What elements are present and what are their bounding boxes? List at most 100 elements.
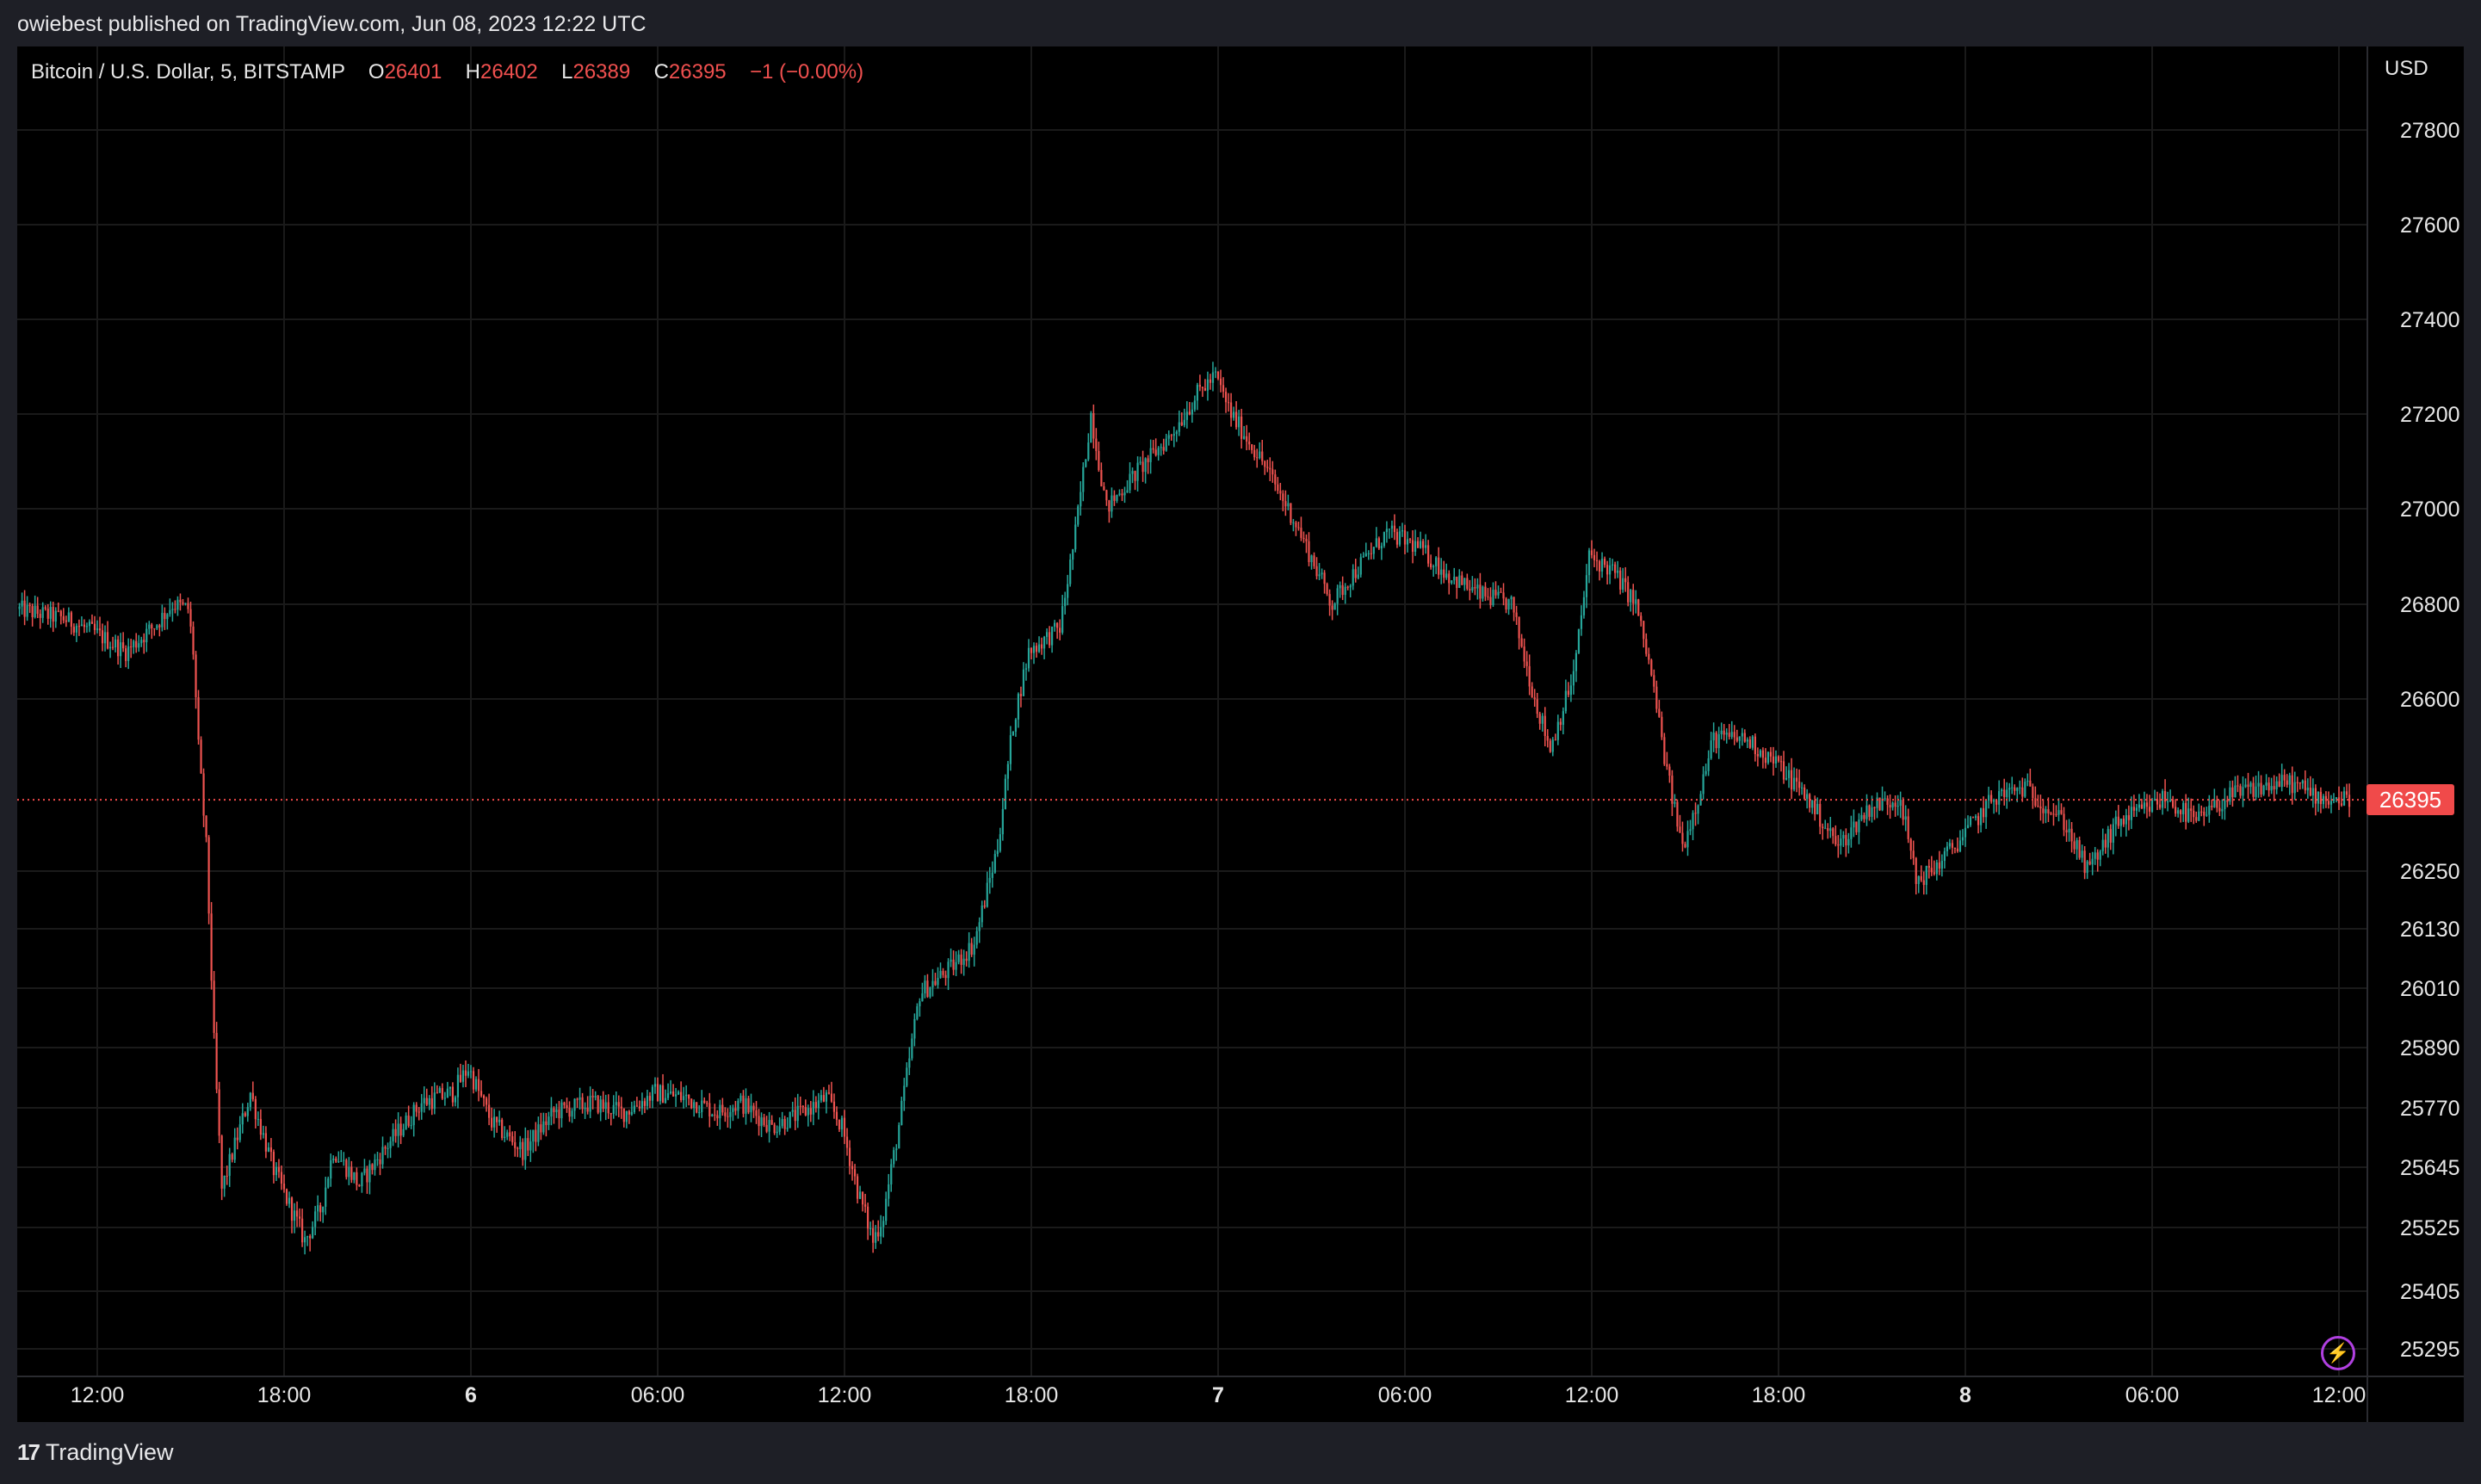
candle-body xyxy=(529,1141,532,1151)
time-tick-label: 8 xyxy=(1959,1383,1971,1407)
candle-body xyxy=(1684,844,1686,848)
candle-body xyxy=(1383,532,1385,547)
candle-body xyxy=(1671,776,1674,804)
candle-body xyxy=(412,1104,415,1126)
candle-body xyxy=(1240,416,1243,439)
candle-body xyxy=(1964,827,1967,838)
candle-body xyxy=(1515,612,1518,617)
candle-body xyxy=(1977,816,1980,825)
legend-open-label: O xyxy=(368,60,385,83)
candle-body xyxy=(2065,830,2068,833)
candle-body xyxy=(1798,782,1801,788)
price-tick-label: 26250 xyxy=(2400,860,2460,884)
candle-body xyxy=(504,1136,506,1138)
candle-body xyxy=(381,1147,384,1165)
candle-body xyxy=(1427,545,1430,564)
candle-body xyxy=(298,1216,301,1219)
candle-body xyxy=(2229,787,2231,802)
candle-body xyxy=(1092,412,1095,439)
candle-body xyxy=(1134,471,1136,481)
candle-body xyxy=(727,1116,729,1117)
candle-body xyxy=(1569,685,1572,696)
candle-body xyxy=(23,600,26,617)
candle-body xyxy=(2153,799,2156,801)
candle-body xyxy=(1878,797,1881,811)
candle-body xyxy=(384,1147,387,1149)
candle-body xyxy=(498,1119,501,1122)
candle-body xyxy=(1974,816,1977,819)
candle-body xyxy=(646,1096,649,1106)
currency-label[interactable]: USD xyxy=(2385,57,2428,80)
candle-body xyxy=(1909,838,1912,851)
candle-body xyxy=(371,1164,374,1171)
candle-body xyxy=(1489,597,1492,605)
price-tick-label: 27600 xyxy=(2400,213,2460,238)
candle-body xyxy=(737,1100,739,1111)
candle-body xyxy=(314,1211,317,1227)
candle-body xyxy=(1619,570,1622,590)
candle-body xyxy=(680,1091,683,1101)
candle-body xyxy=(233,1137,236,1160)
candle-body xyxy=(1318,574,1321,577)
candle-body xyxy=(1774,756,1778,764)
candle-body xyxy=(220,1135,223,1189)
candle-body xyxy=(1617,570,1619,573)
candle-body xyxy=(599,1099,602,1113)
candle-body xyxy=(1229,402,1233,418)
candle-body xyxy=(340,1160,343,1162)
candle-body xyxy=(589,1095,591,1112)
candle-body xyxy=(101,630,104,644)
candle-body xyxy=(1782,761,1785,780)
candle-body xyxy=(1590,550,1593,555)
candle-body xyxy=(1453,576,1456,581)
time-tick-label: 06:00 xyxy=(631,1383,685,1407)
candle-body xyxy=(2132,807,2136,811)
candle-body xyxy=(322,1206,325,1213)
candle-body xyxy=(535,1129,537,1142)
candle-body xyxy=(1414,541,1417,552)
candle-body xyxy=(387,1147,389,1149)
candle-body xyxy=(1787,770,1791,778)
time-tick-label: 18:00 xyxy=(1752,1383,1806,1407)
chart-area[interactable] xyxy=(17,46,2464,1422)
candle-body xyxy=(410,1125,412,1127)
candle-body xyxy=(330,1159,332,1179)
candle-body xyxy=(1860,814,1863,820)
candle-body xyxy=(1650,659,1653,676)
candle-body xyxy=(1855,821,1858,832)
candle-body xyxy=(459,1074,462,1082)
candle-body xyxy=(350,1166,353,1180)
candle-body xyxy=(90,621,94,624)
candle-body xyxy=(612,1104,615,1115)
candle-body xyxy=(2014,787,2016,791)
price-chart[interactable]: 27800 27600 27400 27200 27000 26800 26600 26250… xyxy=(17,46,2464,1422)
tradingview-brand[interactable]: 17 TradingView xyxy=(17,1439,174,1466)
candle-body xyxy=(57,610,59,612)
candle-body xyxy=(1562,711,1564,726)
time-tick-label: 12:00 xyxy=(1565,1383,1619,1407)
candle-body xyxy=(1995,800,1998,805)
candle-body xyxy=(1095,438,1098,451)
candle-body xyxy=(921,993,924,1002)
candle-body xyxy=(1865,805,1868,819)
candle-body xyxy=(430,1098,433,1110)
candle-body xyxy=(148,624,151,629)
candle-body xyxy=(18,606,21,609)
candle-body xyxy=(428,1098,430,1105)
candle-body xyxy=(1933,872,1935,875)
candle-body xyxy=(916,1006,919,1019)
candle-body xyxy=(309,1236,312,1239)
lightning-icon[interactable]: ⚡ xyxy=(2321,1336,2355,1370)
candle-body xyxy=(875,1232,877,1243)
candle-body xyxy=(1645,639,1648,654)
candle-body xyxy=(1326,584,1328,595)
candle-body xyxy=(2187,808,2190,822)
candle-body xyxy=(1858,819,1860,832)
candle-body xyxy=(158,625,161,628)
candle-body xyxy=(560,1102,563,1119)
candle-body xyxy=(566,1104,568,1109)
candle-body xyxy=(192,626,195,655)
candle-body xyxy=(1884,798,1886,800)
candle-body xyxy=(1728,733,1730,737)
candle-body xyxy=(1655,686,1658,709)
